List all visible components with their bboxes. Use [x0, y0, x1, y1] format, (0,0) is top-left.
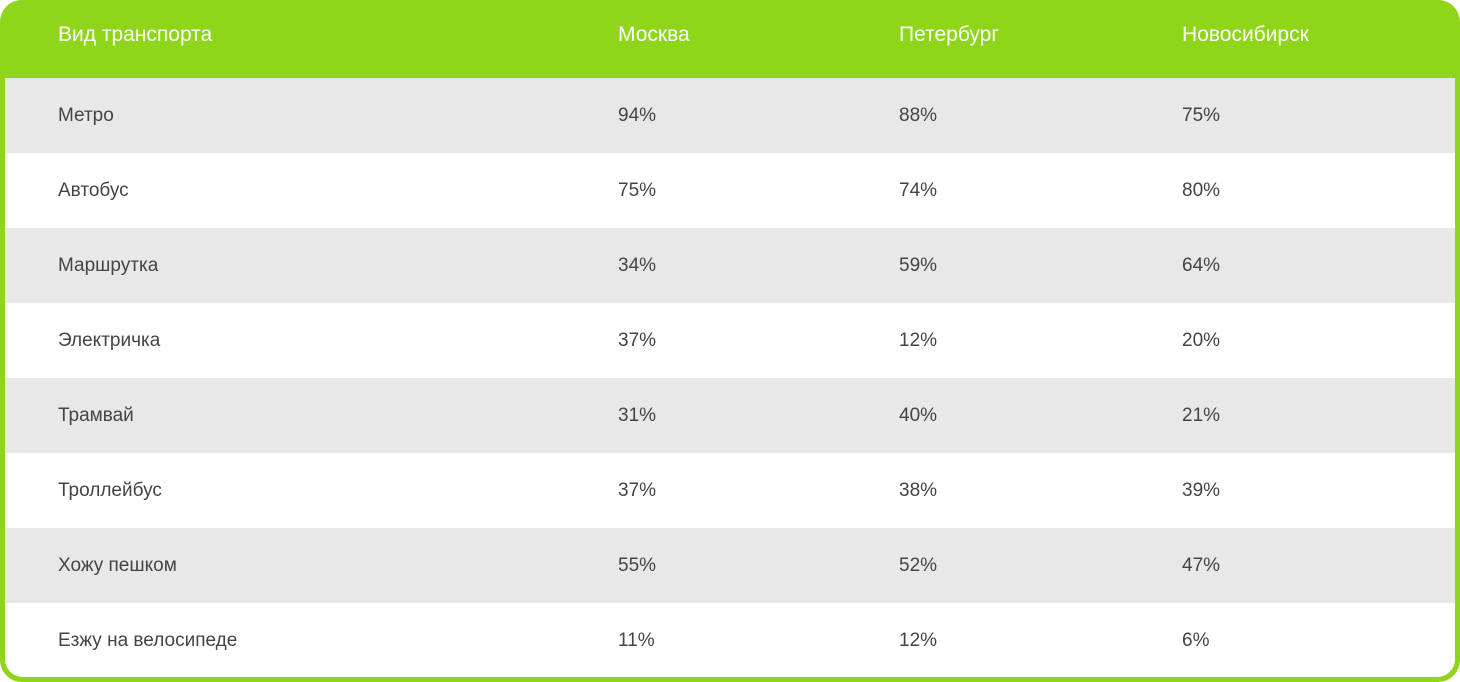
- cell-value-petersburg: 12%: [899, 329, 938, 351]
- row-label: Электричка: [58, 329, 161, 351]
- cell-value-novosibirsk: 80%: [1182, 179, 1221, 201]
- cell-value-moscow: 75%: [618, 179, 657, 201]
- cell-value-petersburg: 59%: [899, 254, 938, 276]
- column-header-petersburg: Петербург: [899, 23, 999, 46]
- column-header-transport: Вид транспорта: [58, 23, 213, 46]
- table-row: Хожу пешком 55% 52% 47%: [5, 528, 1455, 603]
- cell-value-petersburg: 74%: [899, 179, 938, 201]
- cell-value-novosibirsk: 47%: [1182, 554, 1221, 576]
- cell-value-novosibirsk: 21%: [1182, 404, 1221, 426]
- row-label: Езжу на велосипеде: [58, 629, 238, 651]
- table-row: Маршрутка 34% 59% 64%: [5, 228, 1455, 303]
- cell-value-moscow: 34%: [618, 254, 657, 276]
- column-header-moscow: Москва: [618, 23, 690, 46]
- cell-value-novosibirsk: 64%: [1182, 254, 1221, 276]
- table-row: Троллейбус 37% 38% 39%: [5, 453, 1455, 528]
- cell-value-moscow: 94%: [618, 104, 657, 126]
- table-row: Электричка 37% 12% 20%: [5, 303, 1455, 378]
- row-label: Автобус: [58, 179, 129, 201]
- row-label: Трамвай: [58, 404, 134, 426]
- cell-value-moscow: 37%: [618, 479, 657, 501]
- row-label: Маршрутка: [58, 254, 159, 276]
- cell-value-moscow: 37%: [618, 329, 657, 351]
- cell-value-moscow: 55%: [618, 554, 657, 576]
- table-header: Вид транспорта Москва Петербург Новосиби…: [5, 0, 1455, 78]
- table-row: Трамвай 31% 40% 21%: [5, 378, 1455, 453]
- cell-value-novosibirsk: 75%: [1182, 104, 1221, 126]
- row-label: Метро: [58, 104, 114, 126]
- cell-value-petersburg: 52%: [899, 554, 938, 576]
- row-label: Хожу пешком: [58, 554, 177, 576]
- cell-value-novosibirsk: 20%: [1182, 329, 1221, 351]
- transport-table: Вид транспорта Москва Петербург Новосиби…: [5, 0, 1455, 677]
- cell-value-novosibirsk: 6%: [1182, 629, 1210, 651]
- cell-value-moscow: 11%: [618, 629, 655, 651]
- table-row: Езжу на велосипеде 11% 12% 6%: [5, 603, 1455, 677]
- cell-value-petersburg: 38%: [899, 479, 938, 501]
- table-row: Автобус 75% 74% 80%: [5, 153, 1455, 228]
- table-body: Метро 94% 88% 75% Автобус 75% 74% 80% Маршрутка 3…: [5, 78, 1455, 677]
- cell-value-petersburg: 40%: [899, 404, 938, 426]
- cell-value-novosibirsk: 39%: [1182, 479, 1221, 501]
- table-row: Метро 94% 88% 75%: [5, 78, 1455, 153]
- cell-value-petersburg: 12%: [899, 629, 938, 651]
- column-header-novosibirsk: Новосибирск: [1182, 23, 1309, 46]
- cell-value-petersburg: 88%: [899, 104, 938, 126]
- row-label: Троллейбус: [58, 479, 162, 501]
- cell-value-moscow: 31%: [618, 404, 657, 426]
